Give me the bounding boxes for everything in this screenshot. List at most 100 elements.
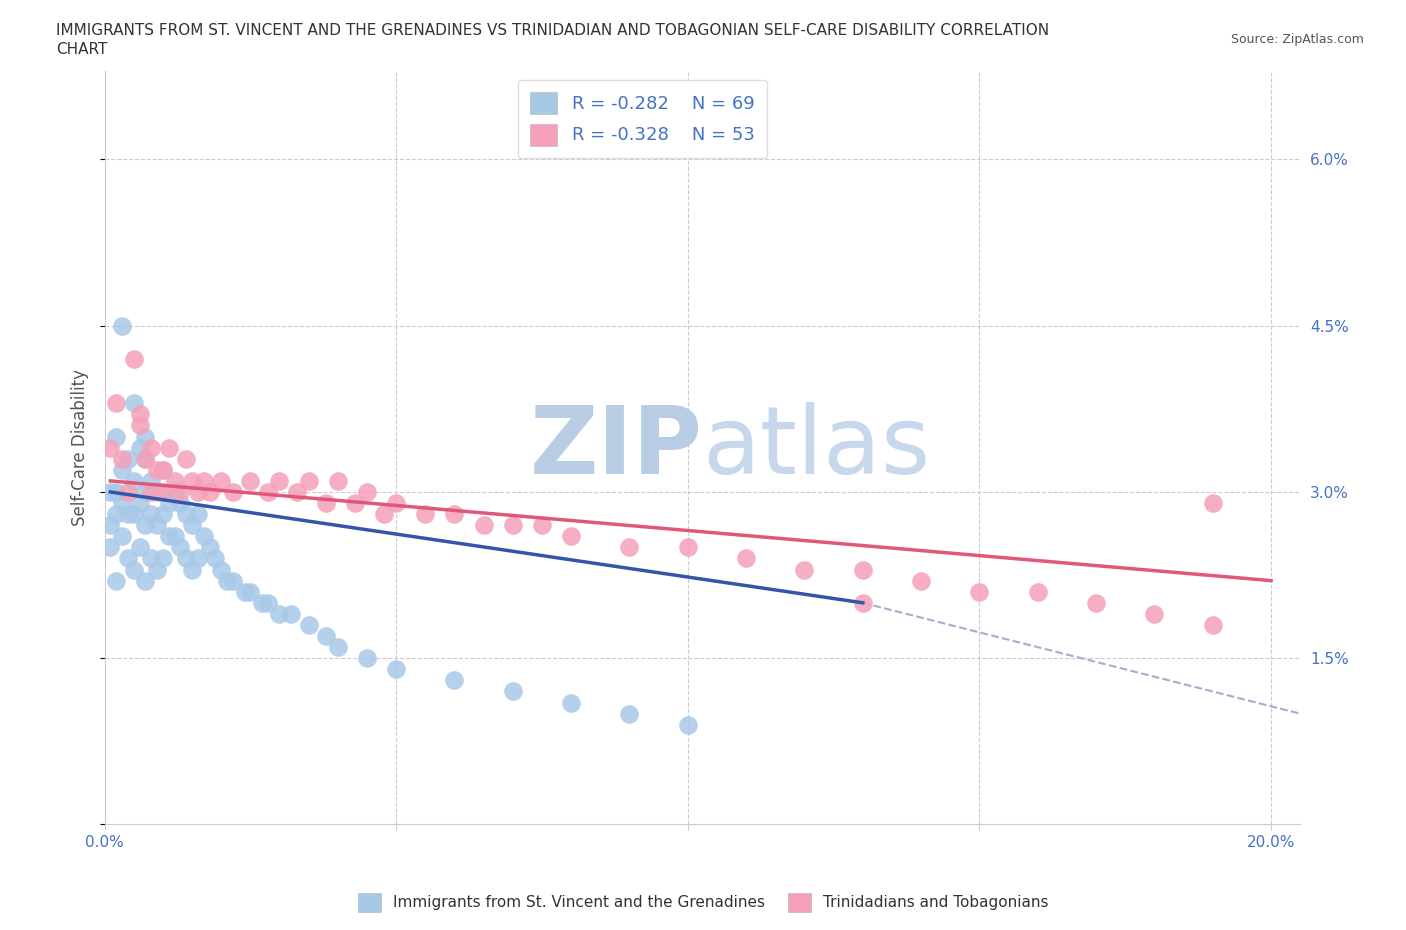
Point (122, 562, 145, 577)
Point (181, 473, 204, 488)
Point (209, 473, 232, 488)
Point (134, 451, 156, 466)
Point (285, 485, 308, 499)
Point (111, 318, 134, 333)
Point (385, 662, 408, 677)
Point (969, 584, 991, 599)
Point (256, 595, 278, 610)
Point (443, 673, 465, 688)
Point (1143, 606, 1166, 621)
Point (269, 473, 291, 488)
Point (356, 651, 378, 666)
Point (239, 473, 262, 488)
Point (122, 507, 145, 522)
Point (117, 507, 139, 522)
Point (193, 473, 215, 488)
Point (222, 573, 245, 588)
Point (122, 473, 145, 488)
Point (209, 562, 232, 577)
Point (111, 496, 134, 511)
Point (105, 507, 128, 522)
Point (1202, 496, 1225, 511)
Point (146, 518, 169, 533)
Point (128, 496, 150, 511)
Point (619, 540, 641, 555)
Point (122, 396, 145, 411)
Point (152, 551, 174, 566)
Point (105, 573, 128, 588)
Point (298, 473, 321, 488)
Point (560, 695, 582, 710)
Point (1026, 584, 1049, 599)
Point (344, 496, 367, 511)
Point (326, 473, 349, 488)
Point (298, 618, 321, 632)
Point (157, 496, 180, 511)
Point (98, 485, 121, 499)
Point (250, 595, 273, 610)
Point (128, 440, 150, 455)
Point (111, 462, 134, 477)
Point (128, 407, 150, 422)
Point (385, 496, 408, 511)
Point (676, 717, 699, 732)
Point (146, 462, 169, 477)
Point (472, 518, 495, 533)
Point (502, 684, 524, 699)
Point (239, 584, 262, 599)
Point (141, 473, 163, 488)
Point (111, 529, 134, 544)
Point (356, 485, 378, 499)
Point (157, 529, 180, 544)
Point (181, 562, 204, 577)
Text: CHART: CHART (56, 42, 108, 57)
Point (233, 584, 256, 599)
Point (152, 462, 174, 477)
Point (373, 507, 395, 522)
Point (256, 485, 278, 499)
Point (134, 485, 156, 499)
Text: atlas: atlas (703, 402, 931, 494)
Point (169, 540, 191, 555)
Point (530, 518, 553, 533)
Point (280, 606, 302, 621)
Point (326, 640, 349, 655)
Point (122, 352, 145, 366)
Point (443, 507, 465, 522)
Point (169, 485, 191, 499)
Point (415, 507, 437, 522)
Point (910, 573, 932, 588)
Point (152, 462, 174, 477)
Point (852, 562, 875, 577)
Point (128, 540, 150, 555)
Point (141, 485, 163, 499)
Legend: Immigrants from St. Vincent and the Grenadines, Trinidadians and Tobagonians: Immigrants from St. Vincent and the Gren… (352, 887, 1054, 918)
Point (215, 573, 238, 588)
Point (134, 518, 156, 533)
Point (174, 551, 197, 566)
Point (174, 451, 197, 466)
Point (134, 429, 156, 444)
Point (852, 595, 875, 610)
Point (98, 518, 121, 533)
Point (98, 540, 121, 555)
Point (1202, 618, 1225, 632)
Point (141, 507, 163, 522)
Point (163, 529, 186, 544)
Point (117, 551, 139, 566)
Point (141, 551, 163, 566)
Point (619, 706, 641, 721)
Point (134, 451, 156, 466)
Point (146, 485, 169, 499)
Point (315, 496, 337, 511)
Point (198, 485, 221, 499)
Point (105, 429, 128, 444)
Point (105, 485, 128, 499)
Y-axis label: Self-Care Disability: Self-Care Disability (72, 369, 89, 526)
Point (111, 451, 134, 466)
Point (502, 518, 524, 533)
Point (157, 440, 180, 455)
Point (163, 485, 186, 499)
Text: ZIP: ZIP (530, 402, 703, 494)
Point (163, 473, 186, 488)
